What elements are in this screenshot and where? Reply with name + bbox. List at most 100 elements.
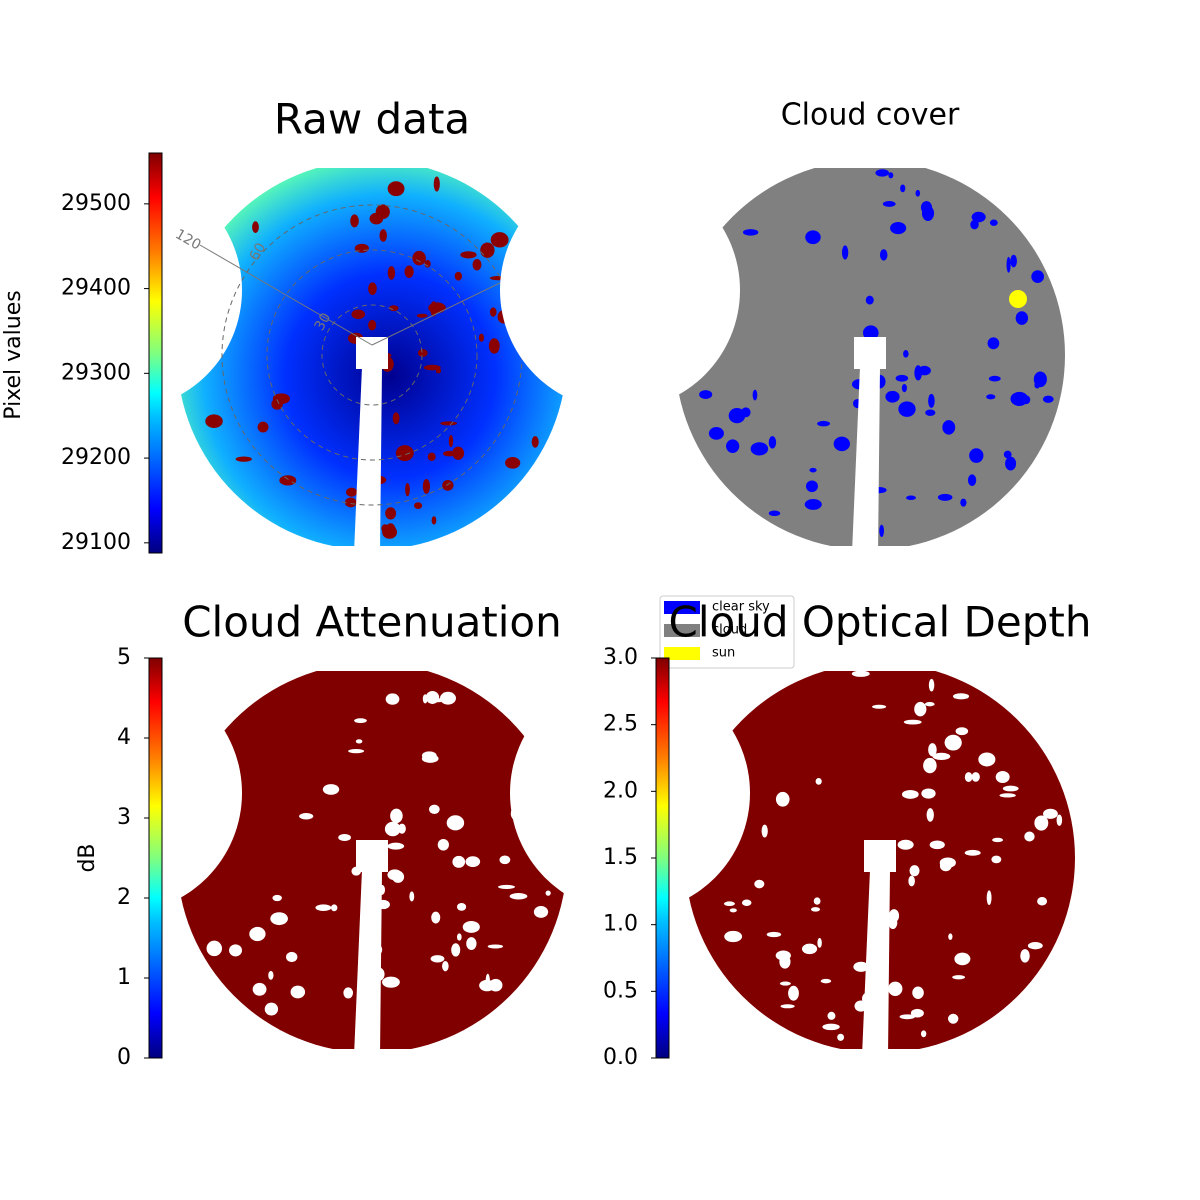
cloud-gap [906, 495, 916, 500]
cloud-gap [809, 467, 817, 473]
colorbar-frame [148, 152, 163, 554]
cloud-gap [851, 670, 870, 677]
cloud-gap [385, 693, 400, 705]
cloud-gap [899, 1014, 916, 1020]
cloud-gap [480, 242, 495, 258]
cloud-gap [431, 516, 437, 525]
cloud-gap [841, 245, 849, 260]
legend-swatch [664, 601, 700, 614]
cloud-gap [978, 752, 996, 767]
colorbar-tick-label: 4 [117, 725, 131, 750]
cloud-gap [929, 840, 945, 850]
colorbar [656, 658, 669, 1058]
cloud-gap [989, 219, 998, 226]
cloud-gap [1056, 814, 1063, 826]
cloud-gap [986, 394, 996, 400]
cloud-gap [1027, 942, 1043, 950]
cloud-gap [435, 368, 442, 374]
panel-title: Cloud cover [781, 98, 960, 133]
cloud-gap [286, 951, 298, 963]
cloud-gap [375, 204, 390, 220]
cloud-gap [430, 301, 438, 317]
cloud-gap [903, 719, 922, 725]
colorbar-tick-label: 29400 [61, 276, 131, 301]
mask-post [862, 870, 890, 1056]
cloud-gap [460, 251, 477, 259]
cloud-gap [462, 920, 480, 933]
cloud-gap [351, 309, 365, 320]
cloud-gap [779, 954, 791, 969]
colorbar-tick-label: 2 [117, 885, 131, 910]
colorbar-label: dB [75, 843, 100, 872]
colorbar-tick-label: 0 [117, 1045, 131, 1070]
cloud-gap [912, 986, 924, 999]
cloud-gap [833, 436, 850, 452]
cloud-gap [455, 858, 461, 868]
cloud-gap [726, 439, 740, 454]
mask-post [852, 367, 880, 553]
cloud-gap [252, 982, 267, 996]
cloud-gap [952, 975, 966, 980]
cloud-gap [490, 232, 509, 248]
cloud-gap [423, 364, 441, 371]
colorbar-tick-label: 1.0 [603, 912, 638, 937]
cloud-gap [875, 169, 890, 177]
cloud-gap [350, 214, 359, 228]
cloud-gap [944, 734, 962, 751]
cloud-gap [964, 849, 981, 856]
notch [500, 170, 740, 410]
cloud-gap [901, 383, 907, 393]
cloud-gap [487, 944, 504, 949]
cloud-gap [750, 442, 769, 456]
cloud-gap [752, 389, 758, 401]
cloud-gap [766, 931, 782, 938]
cloud-gap [452, 446, 465, 460]
colorbar-tick-label: 3 [117, 805, 131, 830]
cloud-gap [509, 893, 528, 900]
cloud-gap [817, 937, 822, 948]
cloud-gap [837, 1033, 845, 1041]
cloud-gap [387, 266, 396, 280]
cloud-gap [472, 258, 482, 271]
cloud-gap [425, 691, 440, 704]
cloud-gap [412, 250, 426, 266]
cloud-gap [299, 812, 314, 820]
cloud-gap [937, 493, 953, 501]
colorbar [149, 658, 162, 1058]
cloud-gap [895, 374, 909, 382]
cloud-gap [939, 857, 956, 868]
cloud-gap [442, 960, 449, 972]
cloud-gap [346, 487, 358, 497]
colorbar [149, 153, 162, 553]
cloud-gap [926, 808, 934, 822]
cloud-gap [928, 743, 937, 757]
cloud-gap [414, 502, 423, 510]
cloud-gap [465, 856, 481, 868]
cloud-gap [810, 907, 821, 912]
cloud-gap [338, 833, 351, 842]
colorbar-tick-label: 1 [117, 965, 131, 990]
cloud-gap [754, 879, 765, 889]
cloud-gap [1024, 831, 1035, 842]
mask-box [864, 840, 896, 872]
cloud-gap [427, 452, 436, 461]
cloud-gap [457, 933, 462, 941]
cloud-gap [446, 815, 465, 831]
cloud-gap [440, 691, 456, 705]
cloud-gap [914, 701, 927, 717]
cloud-gap [971, 211, 986, 223]
cloud-gap [392, 870, 405, 883]
cloud-gap [815, 777, 822, 785]
legend-swatch [664, 647, 700, 660]
cloud-gap [768, 510, 781, 517]
cloud-gap [885, 390, 900, 403]
cloud-gap [355, 739, 363, 744]
cloud-gap [428, 804, 440, 814]
cloud-gap [955, 727, 969, 736]
legend-swatch [664, 624, 700, 637]
cloud-gap [888, 172, 894, 179]
cloud-gap [505, 457, 521, 469]
cloud-gap [932, 752, 951, 761]
cloud-gap [1031, 270, 1044, 283]
